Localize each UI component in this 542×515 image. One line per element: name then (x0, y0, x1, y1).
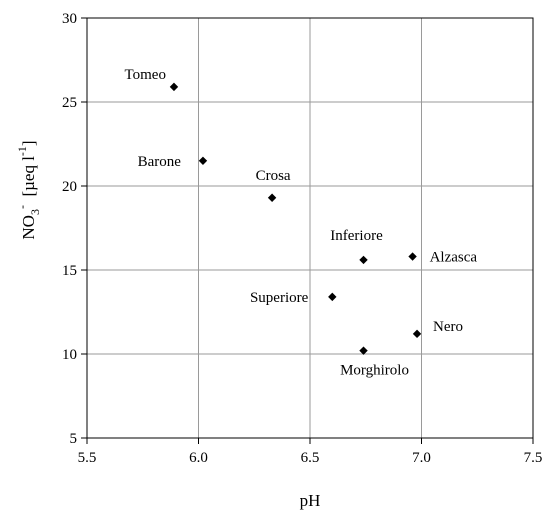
y-tick-label: 5 (70, 431, 78, 447)
x-tick-label: 7.5 (524, 450, 542, 466)
y-axis-label: NO3- [µeq l-1] (15, 140, 42, 239)
point-label: Superiore (250, 290, 309, 306)
data-points (169, 82, 422, 355)
axis-ticks (81, 17, 534, 444)
point-label: Morghirolo (340, 363, 409, 379)
data-point (359, 346, 368, 355)
x-tick-label: 7.0 (412, 450, 431, 466)
y-tick-labels: 5 10 15 20 25 30 (62, 11, 77, 447)
point-label: Inferiore (330, 228, 383, 244)
point-labels: Tomeo Barone Crosa Inferiore Alzasca Superior… (125, 67, 478, 379)
data-point (169, 82, 179, 92)
y-tick-label: 10 (62, 347, 77, 363)
point-label: Barone (138, 154, 182, 170)
data-point (408, 252, 417, 261)
x-tick-labels: 5.5 6.0 6.5 7.0 7.5 (78, 450, 542, 466)
data-point (198, 156, 208, 165)
data-point (412, 329, 422, 339)
x-tick-label: 6.0 (189, 450, 208, 466)
point-label: Tomeo (125, 67, 166, 83)
point-label: Alzasca (430, 250, 478, 266)
data-point (328, 292, 337, 302)
x-tick-label: 6.5 (301, 450, 320, 466)
point-label: Crosa (256, 168, 291, 184)
y-tick-label: 30 (62, 11, 77, 27)
y-tick-label: 15 (62, 263, 77, 279)
data-point (359, 255, 368, 265)
y-tick-label: 25 (62, 95, 77, 111)
y-tick-label: 20 (62, 179, 77, 195)
point-label: Nero (433, 319, 463, 335)
x-tick-label: 5.5 (78, 450, 97, 466)
data-point (267, 193, 277, 202)
x-axis-label: pH (300, 491, 321, 510)
